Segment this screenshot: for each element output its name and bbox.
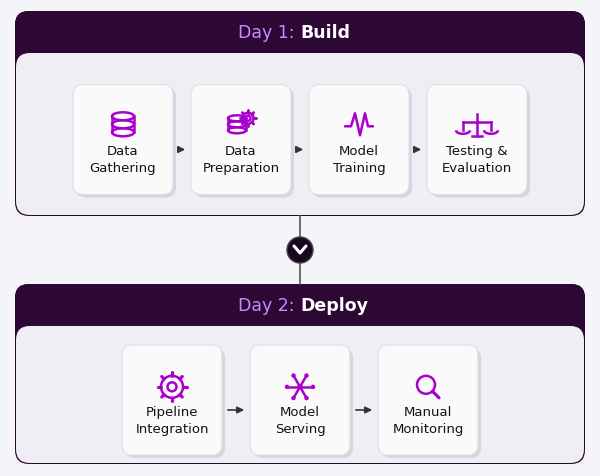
FancyBboxPatch shape — [122, 345, 222, 455]
Circle shape — [305, 374, 308, 377]
FancyBboxPatch shape — [250, 345, 350, 455]
Circle shape — [287, 238, 313, 263]
Circle shape — [292, 374, 295, 377]
Text: Day 2:: Day 2: — [238, 297, 300, 314]
Circle shape — [298, 385, 302, 389]
Text: Day 1:: Day 1: — [238, 24, 300, 42]
FancyBboxPatch shape — [73, 85, 173, 195]
FancyBboxPatch shape — [16, 327, 584, 463]
FancyBboxPatch shape — [312, 89, 412, 198]
FancyBboxPatch shape — [427, 85, 527, 195]
FancyBboxPatch shape — [253, 348, 353, 458]
FancyBboxPatch shape — [125, 348, 225, 458]
Circle shape — [305, 397, 308, 400]
Text: Testing &
Evaluation: Testing & Evaluation — [442, 145, 512, 175]
Circle shape — [292, 397, 295, 400]
FancyBboxPatch shape — [378, 345, 478, 455]
Text: Data
Preparation: Data Preparation — [202, 145, 280, 175]
FancyBboxPatch shape — [381, 348, 481, 458]
Text: Deploy: Deploy — [300, 297, 368, 314]
FancyBboxPatch shape — [16, 54, 584, 216]
FancyBboxPatch shape — [430, 89, 530, 198]
FancyBboxPatch shape — [76, 89, 176, 198]
FancyBboxPatch shape — [15, 12, 585, 54]
Text: Model
Serving: Model Serving — [275, 405, 325, 435]
FancyBboxPatch shape — [15, 284, 585, 464]
Circle shape — [286, 386, 289, 388]
Circle shape — [311, 386, 314, 388]
FancyBboxPatch shape — [15, 12, 585, 217]
Text: Build: Build — [300, 24, 350, 42]
FancyBboxPatch shape — [309, 85, 409, 195]
Text: Pipeline
Integration: Pipeline Integration — [135, 405, 209, 435]
FancyBboxPatch shape — [15, 284, 585, 327]
Text: Model
Training: Model Training — [332, 145, 385, 175]
FancyBboxPatch shape — [194, 89, 294, 198]
Text: Manual
Monitoring: Manual Monitoring — [392, 405, 464, 435]
Text: Data
Gathering: Data Gathering — [89, 145, 157, 175]
FancyBboxPatch shape — [191, 85, 291, 195]
